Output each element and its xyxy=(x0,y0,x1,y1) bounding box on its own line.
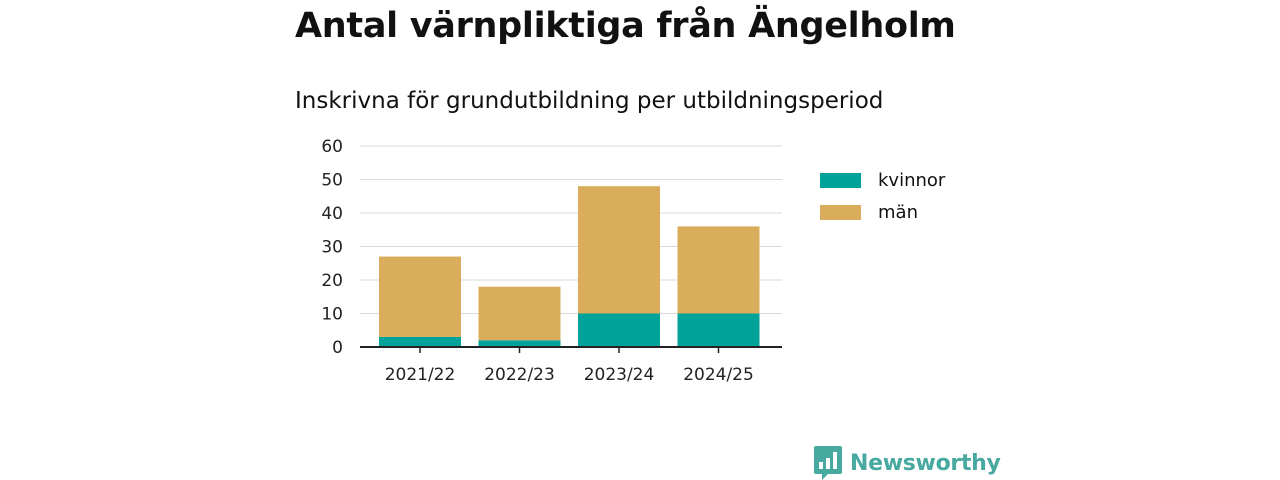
legend-label-kvinnor: kvinnor xyxy=(878,169,946,191)
bar-2022/23-män xyxy=(478,286,561,341)
legend: kvinnor män xyxy=(820,164,945,228)
y-axis-ticks: 0 10 20 30 40 50 60 xyxy=(321,137,343,358)
y-tick-label: 60 xyxy=(321,137,343,157)
x-axis-ticks: 2021/22 2022/23 2023/24 2024/25 xyxy=(385,347,754,385)
bar-2023/24-män xyxy=(578,186,660,314)
y-tick-label: 0 xyxy=(332,338,343,358)
bar-2024/25-kvinnor xyxy=(677,313,760,347)
y-tick-label: 30 xyxy=(321,238,343,258)
legend-item-kvinnor: kvinnor xyxy=(820,164,945,196)
chart-subtitle: Inskrivna för grundutbildning per utbild… xyxy=(295,88,884,114)
bar-2021/22-kvinnor xyxy=(379,336,461,347)
newsworthy-brand: Newsworthy xyxy=(814,446,1001,480)
x-tick-label: 2021/22 xyxy=(385,365,456,385)
newsworthy-logo-icon xyxy=(814,446,842,480)
y-tick-label: 50 xyxy=(321,171,343,191)
x-tick-label: 2024/25 xyxy=(683,365,754,385)
y-tick-label: 20 xyxy=(321,271,343,291)
bars xyxy=(379,186,760,347)
bar-2024/25-män xyxy=(677,226,760,314)
bar-2022/23-kvinnor xyxy=(478,340,561,347)
bar-2023/24-kvinnor xyxy=(578,313,660,347)
y-tick-label: 40 xyxy=(321,204,343,224)
legend-item-man: män xyxy=(820,196,945,228)
x-tick-label: 2023/24 xyxy=(584,365,655,385)
bar-2021/22-män xyxy=(379,256,461,337)
legend-swatch-kvinnor xyxy=(820,172,861,188)
brand-name: Newsworthy xyxy=(850,450,1001,476)
legend-swatch-man xyxy=(820,204,861,220)
x-tick-label: 2022/23 xyxy=(484,365,555,385)
chart-title: Antal värnpliktiga från Ängelholm xyxy=(295,6,956,46)
y-tick-label: 10 xyxy=(321,305,343,325)
legend-label-man: män xyxy=(878,201,918,223)
